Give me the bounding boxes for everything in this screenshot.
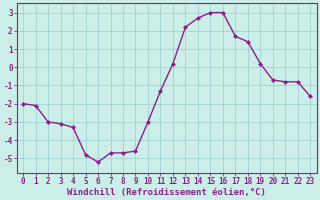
X-axis label: Windchill (Refroidissement éolien,°C): Windchill (Refroidissement éolien,°C) [67,188,266,197]
